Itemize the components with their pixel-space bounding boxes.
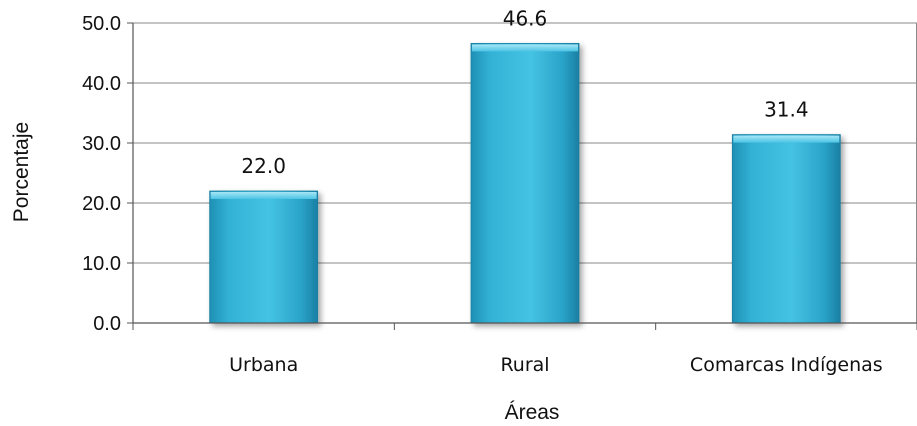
y-tick-label: 10.0 [82, 253, 121, 275]
axes [132, 23, 917, 330]
bar [209, 190, 319, 324]
bars [209, 43, 841, 324]
bar-body [470, 43, 580, 324]
data-label: 22.0 [241, 154, 286, 178]
x-tick-label: Comarcas Indígenas [690, 354, 883, 376]
bar [470, 43, 580, 324]
y-tick-label: 0.0 [93, 313, 121, 335]
data-labels: 22.0 46.6 31.4 [241, 6, 808, 178]
y-tick-label: 30.0 [82, 133, 121, 155]
data-label: 31.4 [764, 98, 809, 122]
y-tick-label: 40.0 [82, 73, 121, 95]
bar-highlight [733, 135, 840, 143]
y-tick-label: 20.0 [82, 193, 121, 215]
bar-body [731, 134, 841, 324]
data-label: 46.6 [503, 6, 548, 30]
x-tick-labels: Urbana Rural Comarcas Indígenas [229, 354, 883, 376]
bar-highlight [472, 44, 578, 52]
y-axis-title: Porcentaje [10, 122, 33, 222]
y-tick-label: 50.0 [82, 13, 121, 35]
x-tick-label: Rural [500, 354, 549, 376]
x-axis-title: Áreas [505, 401, 560, 424]
bar [731, 134, 841, 324]
y-tick-labels: 0.0 10.0 20.0 30.0 40.0 50.0 [82, 13, 133, 335]
bar-body [209, 190, 319, 324]
bar-highlight [210, 192, 317, 199]
x-tick-label: Urbana [229, 354, 298, 376]
